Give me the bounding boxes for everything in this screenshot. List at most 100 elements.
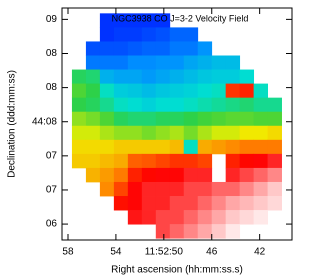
map-cell xyxy=(127,97,143,113)
map-cell xyxy=(141,125,157,141)
chart-title: NGC3938 CO J=3-2 Velocity Field xyxy=(112,13,249,23)
map-cell xyxy=(183,196,199,211)
map-cell xyxy=(183,97,199,113)
map-cell xyxy=(225,153,241,169)
map-cell xyxy=(169,69,185,85)
map-cell xyxy=(113,41,129,56)
map-cell xyxy=(197,210,213,225)
map-cell xyxy=(169,83,185,99)
map-cell xyxy=(197,181,213,197)
map-cell xyxy=(99,69,115,85)
map-cell xyxy=(169,167,185,183)
velocity-map xyxy=(71,13,282,239)
map-cell xyxy=(127,55,143,70)
map-cell xyxy=(99,55,115,70)
map-cell xyxy=(85,55,101,70)
map-cell xyxy=(211,224,227,239)
map-cell xyxy=(211,55,227,70)
map-cell xyxy=(127,153,143,169)
map-cell xyxy=(155,153,171,169)
map-cell xyxy=(267,196,282,211)
y-tick-label: 08 xyxy=(46,82,58,93)
map-cell xyxy=(169,125,185,141)
map-cell xyxy=(169,111,185,127)
map-cell xyxy=(113,13,129,28)
map-cell xyxy=(71,125,87,141)
map-cell xyxy=(239,125,255,141)
map-cell xyxy=(225,97,241,113)
x-tick-label: 46 xyxy=(206,247,218,258)
map-cell xyxy=(99,83,115,99)
x-axis-label: Right ascension (hh:mm:ss.s) xyxy=(111,265,243,276)
map-cell xyxy=(99,111,115,127)
x-tick-label: 42 xyxy=(254,247,266,258)
map-cell xyxy=(127,210,143,225)
map-cell xyxy=(141,69,157,85)
map-cell xyxy=(155,69,171,85)
map-cell xyxy=(113,181,129,197)
map-cell xyxy=(127,139,143,155)
map-cell xyxy=(155,13,171,28)
map-cell xyxy=(211,111,227,127)
map-cell xyxy=(197,196,213,211)
map-cell xyxy=(99,41,115,56)
map-cell xyxy=(267,139,282,155)
map-cell xyxy=(253,125,269,141)
map-cell xyxy=(211,210,227,225)
map-cell xyxy=(127,125,143,141)
x-tick-label: 11:52:50 xyxy=(145,247,184,258)
map-cell xyxy=(155,111,171,127)
map-cell xyxy=(71,153,87,169)
map-cell xyxy=(141,153,157,169)
map-cell xyxy=(155,97,171,113)
map-cell xyxy=(239,167,255,183)
map-cell xyxy=(239,83,255,99)
map-cell xyxy=(155,55,171,70)
map-cell xyxy=(141,167,157,183)
map-cell xyxy=(155,139,171,155)
map-cell xyxy=(239,181,255,197)
map-cell xyxy=(85,167,101,183)
map-cell xyxy=(127,83,143,99)
map-cell xyxy=(71,111,87,127)
map-cell xyxy=(127,181,143,197)
map-cell xyxy=(267,97,282,113)
map-cell xyxy=(267,111,282,127)
map-cell xyxy=(225,196,241,211)
map-cell xyxy=(141,111,157,127)
y-tick-label: 44:08 xyxy=(32,116,57,127)
map-cell xyxy=(113,55,129,70)
map-cell xyxy=(127,167,143,183)
map-cell xyxy=(183,111,199,127)
map-cell xyxy=(71,83,87,99)
map-cell xyxy=(183,139,199,155)
map-cell xyxy=(155,167,171,183)
map-cell xyxy=(197,97,213,113)
y-tick-label: 07 xyxy=(46,185,58,196)
map-cell xyxy=(113,83,129,99)
chart: NGC3938 CO J=3-2 Velocity Field Right as… xyxy=(7,7,293,276)
map-cell xyxy=(211,139,227,155)
map-cell xyxy=(99,97,115,113)
y-axis-label: Declination (ddd:mm:ss) xyxy=(7,70,18,178)
map-cell xyxy=(141,41,157,56)
map-cell xyxy=(225,55,241,70)
map-cell xyxy=(197,83,213,99)
map-cell xyxy=(141,139,157,155)
map-cell xyxy=(253,167,269,183)
map-cell xyxy=(183,153,199,169)
map-cell xyxy=(127,27,143,42)
map-cell xyxy=(197,111,213,127)
map-cell xyxy=(225,125,241,141)
map-cell xyxy=(155,196,171,211)
map-cell xyxy=(141,83,157,99)
map-cell xyxy=(127,111,143,127)
map-cell xyxy=(85,125,101,141)
x-tick-label: 54 xyxy=(110,247,122,258)
map-cell xyxy=(267,181,282,197)
map-cell xyxy=(211,97,227,113)
map-cell xyxy=(99,13,115,28)
map-cell xyxy=(127,13,143,28)
map-cell xyxy=(155,125,171,141)
map-cell xyxy=(141,13,157,28)
